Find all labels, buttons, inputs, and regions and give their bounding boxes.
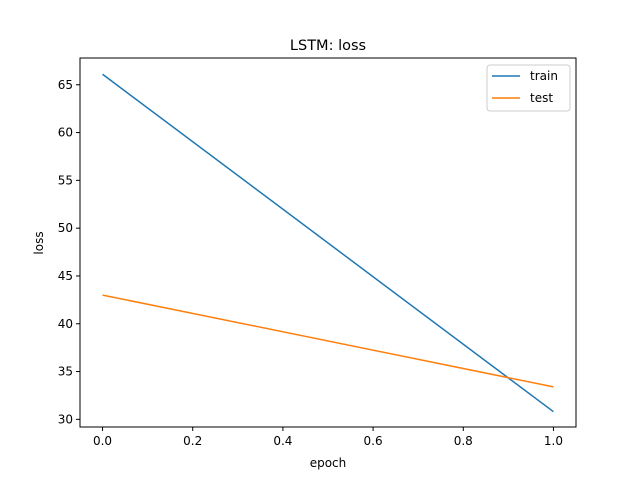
y-tick-label: 60 <box>58 126 73 140</box>
y-axis-label: loss <box>32 231 46 254</box>
legend-label-train: train <box>530 69 558 83</box>
series-line-train <box>102 73 554 413</box>
x-axis-label: epoch <box>310 456 347 470</box>
y-tick-label: 35 <box>58 365 73 379</box>
plot-area <box>79 57 577 428</box>
y-tick-label: 50 <box>58 221 73 235</box>
series-line-test <box>102 294 554 388</box>
x-tick-label: 0.2 <box>183 434 202 448</box>
y-axis: 30 35 40 45 50 55 60 65 <box>58 78 80 426</box>
x-axis: 0.0 0.2 0.4 0.6 0.8 1.0 <box>93 427 563 448</box>
y-tick-label: 65 <box>58 78 73 92</box>
y-tick-label: 30 <box>58 412 73 426</box>
x-tick-label: 0.0 <box>93 434 112 448</box>
legend: train test <box>486 64 571 112</box>
y-tick-label: 45 <box>58 269 73 283</box>
y-tick-label: 40 <box>58 317 73 331</box>
chart-title: LSTM: loss <box>290 38 366 54</box>
legend-label-test: test <box>530 91 553 105</box>
x-tick-label: 0.4 <box>273 434 292 448</box>
x-tick-label: 1.0 <box>544 434 563 448</box>
x-tick-label: 0.6 <box>364 434 383 448</box>
series-layer <box>102 73 554 413</box>
y-tick-label: 55 <box>58 173 73 187</box>
x-tick-label: 0.8 <box>454 434 473 448</box>
